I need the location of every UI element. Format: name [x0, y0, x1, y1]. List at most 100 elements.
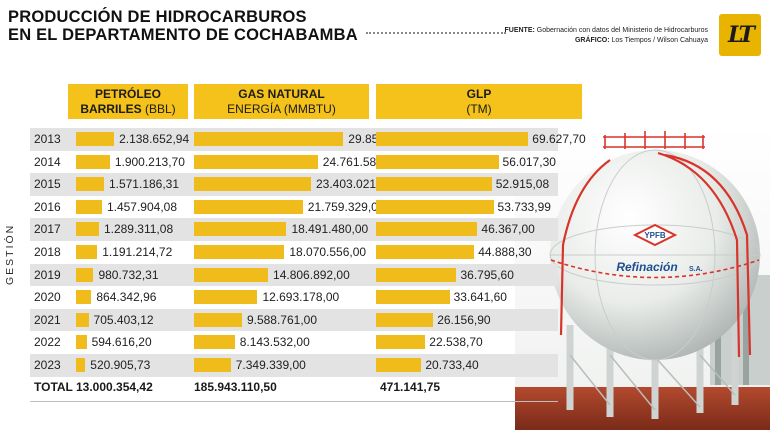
- bar-gas-natural: [194, 290, 258, 305]
- value-label-gas-natural: 8.143.532,00: [239, 335, 310, 350]
- bar-glp: [376, 154, 499, 169]
- bar-gas-natural: [194, 132, 344, 146]
- total-petroleo: 13.000.354,42: [76, 380, 153, 394]
- value-label-petroleo: 705.403,12: [93, 312, 154, 327]
- year-label: 2017: [34, 222, 61, 237]
- value-label-gas-natural: 21.759.329,00: [307, 199, 385, 214]
- value-label-glp: 20.733,40: [425, 357, 479, 372]
- table-row: 2021 705.403,12 9.588.761,00 26.156,90: [30, 308, 558, 332]
- header-gas-natural: GAS NATURAL ENERGÍA (MMBTU): [194, 84, 369, 119]
- value-label-gas-natural: 7.349.339,00: [235, 357, 306, 372]
- source-credits: FUENTE: Gobernación con datos del Minist…: [505, 26, 709, 46]
- total-row: TOTAL 13.000.354,42 185.943.110,50 471.1…: [30, 377, 558, 399]
- value-label-petroleo: 520.905,73: [90, 357, 151, 372]
- title-line-1: PRODUCCIÓN DE HIDROCARBUROS: [8, 8, 307, 26]
- red-band: [550, 259, 760, 279]
- axis-label-gestion: GESTIÓN: [4, 223, 16, 285]
- bar-gas-natural: [194, 357, 231, 372]
- header-glp: GLP (TM): [376, 84, 582, 119]
- value-label-petroleo: 980.732,31: [98, 267, 159, 282]
- value-label-gas-natural: 18.070.556,00: [289, 244, 367, 259]
- bar-gas-natural: [194, 244, 285, 259]
- tank-bracing: [569, 354, 736, 411]
- value-label-gas-natural: 18.491.480,00: [291, 222, 369, 237]
- table-row: 2016 1.457.904,08 21.759.329,00 53.733,99: [30, 196, 558, 219]
- bar-gas-natural: [194, 154, 318, 169]
- bar-petroleo: [76, 335, 87, 350]
- ypfb-text: YPFB: [644, 231, 666, 240]
- title-dotted-rule: [365, 32, 506, 34]
- red-stair-rails: [559, 151, 752, 358]
- bar-glp: [376, 222, 478, 237]
- header-petroleo-bold: BARRILES: [80, 102, 142, 116]
- total-divider: [30, 401, 558, 402]
- value-label-glp: 52.915,08: [495, 177, 550, 192]
- value-label-petroleo: 864.342,96: [96, 290, 157, 305]
- table-row: 2017 1.289.311,08 18.491.480,00 46.367,00: [30, 218, 558, 241]
- year-label: 2023: [34, 357, 61, 372]
- value-label-glp: 22.538,70: [429, 335, 483, 350]
- value-label-glp: 26.156,90: [437, 312, 491, 327]
- value-label-gas-natural: 9.588.761,00: [246, 312, 318, 327]
- table-row: 2023 520.905,73 7.349.339,00 20.733,40: [30, 353, 558, 377]
- bar-petroleo: [76, 199, 102, 214]
- value-label-glp: 56.017,30: [502, 154, 556, 169]
- ypfb-emblem: YPFB: [632, 223, 678, 247]
- bar-petroleo: [76, 267, 94, 282]
- bar-petroleo: [76, 177, 104, 192]
- value-label-petroleo: 1.571.186,31: [108, 177, 180, 192]
- graphic-label: GRÁFICO:: [574, 37, 610, 44]
- bar-glp: [376, 267, 457, 282]
- source-label: FUENTE:: [504, 27, 535, 34]
- table-row: 2014 1.900.213,70 24.761.581,00 56.017,30: [30, 151, 558, 174]
- bar-petroleo: [76, 222, 99, 237]
- value-label-glp: 33.641,60: [453, 290, 507, 305]
- bar-petroleo: [76, 244, 98, 259]
- table-row: 2015 1.571.186,31 23.403.021,50 52.915,08: [30, 173, 558, 196]
- bar-petroleo: [76, 357, 86, 372]
- total-gas-natural: 185.943.110,50: [194, 380, 277, 394]
- year-label: 2018: [34, 244, 61, 259]
- bar-petroleo: [76, 312, 89, 327]
- value-label-glp: 69.627,70: [532, 132, 586, 146]
- year-label: 2015: [34, 177, 61, 192]
- value-label-glp: 53.733,99: [497, 199, 551, 214]
- year-label: 2020: [34, 290, 61, 305]
- total-glp: 471.141,75: [380, 380, 441, 394]
- tank-svg: YPFB Refinación S.A.: [515, 125, 770, 430]
- header-gas-line1: GAS NATURAL: [238, 87, 325, 101]
- header-petroleo: PETRÓLEO BARRILES (BBL): [68, 84, 188, 119]
- bar-glp: [376, 290, 450, 305]
- header-glp-line1: GLP: [466, 87, 492, 101]
- table-row: 2018 1.191.214,72 18.070.556,00 44.888,30: [30, 241, 558, 264]
- bar-petroleo: [76, 290, 92, 305]
- year-label: 2016: [34, 199, 61, 214]
- value-label-glp: 46.367,00: [481, 222, 535, 237]
- bar-gas-natural: [194, 199, 303, 214]
- data-rows: 20132.138.652,9429.857.994,0069.627,7020…: [30, 128, 586, 377]
- value-label-gas-natural: 14.806.892,00: [273, 267, 350, 282]
- bar-petroleo: [76, 154, 110, 169]
- logo-text: LT: [727, 22, 755, 48]
- bar-petroleo: [76, 132, 115, 146]
- value-label-petroleo: 1.457.904,08: [106, 199, 178, 214]
- bar-gas-natural: [194, 177, 311, 192]
- bar-glp: [376, 312, 434, 327]
- bar-gas-natural: [194, 312, 242, 327]
- value-label-petroleo: 2.138.652,94: [119, 132, 190, 146]
- total-label: TOTAL: [34, 380, 73, 394]
- refinacion-text: Refinación: [616, 260, 677, 274]
- header-gas-unit: ENERGÍA (MMBTU): [227, 102, 336, 116]
- bar-gas-natural: [194, 222, 287, 237]
- value-label-gas-natural: 12.693.178,00: [262, 290, 340, 305]
- lpg-tank-illustration: YPFB Refinación S.A.: [515, 125, 770, 430]
- value-label-glp: 36.795,60: [460, 267, 514, 282]
- chart-title: PRODUCCIÓN DE HIDROCARBUROS EN EL DEPART…: [8, 8, 506, 44]
- value-label-glp: 44.888,30: [478, 244, 532, 259]
- value-label-petroleo: 1.191.214,72: [102, 244, 173, 259]
- bar-glp: [376, 132, 529, 146]
- value-label-petroleo: 1.289.311,08: [103, 222, 174, 237]
- year-label: 2014: [34, 154, 61, 169]
- los-tiempos-logo: LT: [719, 14, 761, 56]
